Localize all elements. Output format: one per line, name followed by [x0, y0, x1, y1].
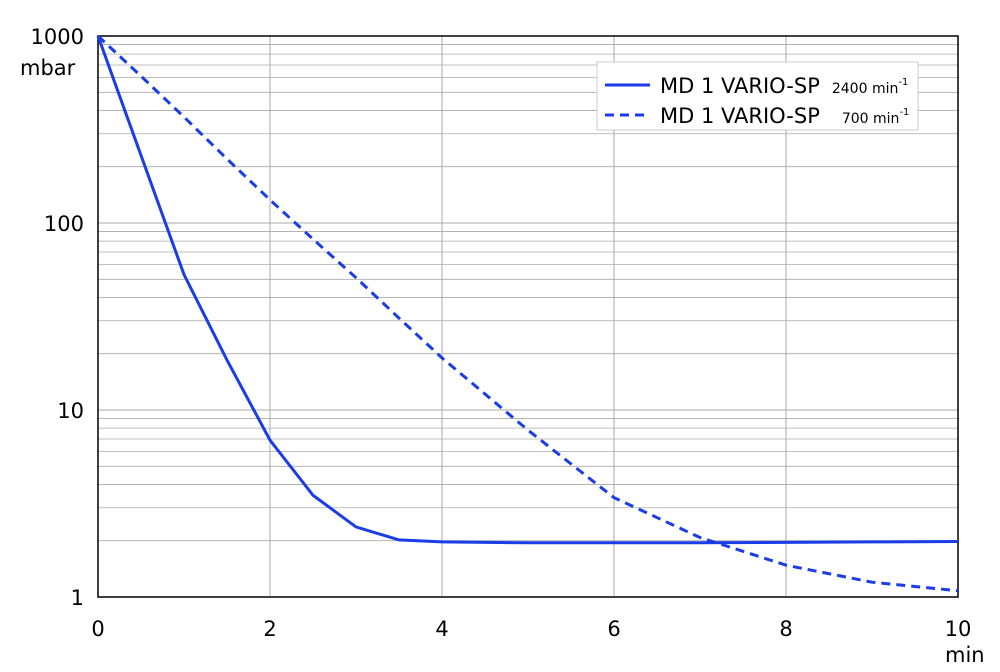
- y-axis-label: mbar: [20, 56, 76, 80]
- legend-speed-exp: -1: [898, 77, 908, 88]
- legend-label: MD 1 VARIO-SP 2400 min-1: [660, 74, 908, 98]
- legend-label: MD 1 VARIO-SP 700 min-1: [660, 104, 909, 128]
- legend-speed-exp: -1: [899, 107, 909, 118]
- legend-speed: 700 min: [842, 111, 900, 127]
- data-line: [96, 34, 959, 593]
- legend-box: [596, 61, 919, 131]
- x-tick-label: 4: [435, 617, 448, 641]
- x-tick-label: 10: [945, 617, 972, 641]
- y-tick-label: 10: [57, 399, 84, 423]
- x-tick-label: 8: [779, 617, 792, 641]
- legend-name: MD 1 VARIO-SP: [660, 104, 820, 128]
- y-tick-label: 1000: [31, 25, 84, 49]
- data-line: [96, 35, 959, 545]
- x-tick-label: 6: [607, 617, 620, 641]
- x-tick-label: 0: [91, 617, 104, 641]
- legend-name: MD 1 VARIO-SP: [660, 74, 820, 98]
- legend: MD 1 VARIO-SP 2400 min-1 MD 1 VARIO-SP 700 …: [596, 61, 919, 131]
- x-tick-label: 2: [263, 617, 276, 641]
- plot-area: [97, 35, 959, 598]
- x-axis-label: min: [945, 643, 985, 667]
- legend-speed: 2400 min: [832, 81, 898, 97]
- y-tick-label: 100: [44, 212, 84, 236]
- y-tick-label: 1: [71, 586, 84, 610]
